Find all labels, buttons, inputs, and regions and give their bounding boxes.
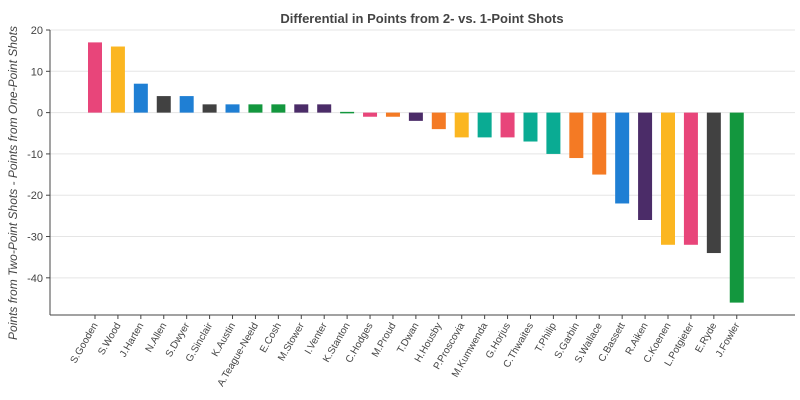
- x-tick-label: S.Gooden: [69, 321, 101, 366]
- y-tick-label: 10: [31, 66, 43, 78]
- bar: [363, 112, 378, 117]
- bar: [431, 112, 446, 130]
- bar: [110, 46, 125, 113]
- y-tick-label: 20: [31, 25, 43, 37]
- bar: [294, 104, 309, 113]
- y-tick-label: -40: [27, 273, 43, 285]
- bar: [225, 104, 240, 113]
- bar: [706, 112, 721, 254]
- y-tick-label: -30: [27, 232, 43, 244]
- chart-title: Differential in Points from 2- vs. 1-Poi…: [280, 11, 563, 26]
- bar: [523, 112, 538, 142]
- bar: [546, 112, 561, 154]
- bar: [638, 112, 653, 220]
- bar: [156, 96, 171, 113]
- bar: [615, 112, 630, 204]
- bar: [683, 112, 698, 245]
- bar: [454, 112, 469, 138]
- x-axis: S.GoodenS.WoodJ.HartenN.AllenS.DwyerG.Si…: [50, 314, 795, 389]
- bar: [317, 104, 332, 113]
- bar: [729, 112, 744, 303]
- bar: [88, 42, 102, 113]
- bar: [477, 112, 492, 138]
- y-tick-label: 0: [37, 108, 43, 120]
- y-axis-label: Points from Two-Point Shots - Points fro…: [6, 26, 20, 340]
- bar: [179, 96, 194, 113]
- bar: [133, 83, 148, 113]
- bar: [271, 104, 286, 113]
- bar: [202, 104, 217, 113]
- y-tick-label: -10: [27, 149, 43, 161]
- bar: [408, 112, 423, 121]
- bar: [340, 111, 355, 114]
- bar: [385, 112, 400, 117]
- bar: [248, 104, 263, 113]
- bar: [500, 112, 515, 138]
- bar: [661, 112, 675, 245]
- y-axis: 20 10 0 -10 -20 -30 -40: [27, 25, 51, 315]
- bar: [569, 112, 584, 159]
- bar: [592, 112, 607, 175]
- bars: [88, 42, 744, 303]
- y-tick-label: -20: [27, 190, 43, 202]
- gridlines: [50, 29, 795, 279]
